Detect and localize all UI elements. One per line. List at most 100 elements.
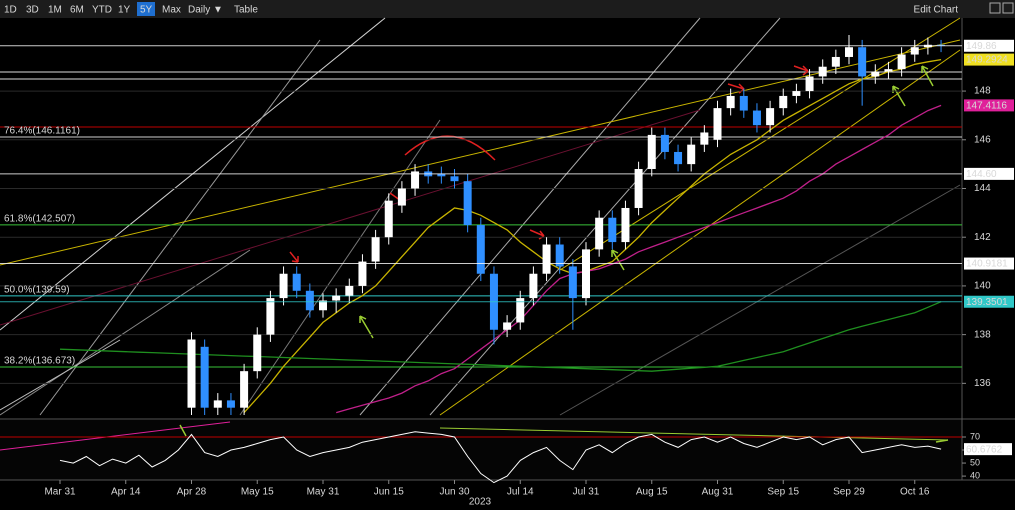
candle-body	[687, 144, 696, 165]
level-box	[964, 167, 1014, 180]
level-label: 139.3501	[966, 297, 1008, 308]
x-tick-label: Mar 31	[44, 487, 76, 498]
candle-body	[700, 132, 709, 145]
selected-button	[137, 2, 155, 16]
candle-body	[805, 76, 814, 92]
candle-body	[253, 334, 262, 372]
candle-body	[503, 322, 512, 330]
y-tick-label: 144	[974, 183, 991, 194]
toolbar-button[interactable]: 1D	[4, 5, 17, 16]
trend-line	[0, 339, 121, 411]
candle-body	[266, 298, 275, 335]
trend-line	[359, 17, 701, 416]
candle-body	[187, 339, 196, 408]
level-label: 147.4116	[966, 101, 1007, 112]
toolbar-button[interactable]: Daily ▼	[188, 5, 223, 16]
candle-body	[555, 244, 564, 267]
candle-body	[226, 400, 235, 408]
toolbar-button[interactable]: 3D	[26, 5, 39, 16]
candle-body	[305, 290, 314, 311]
candle-body	[411, 171, 420, 189]
x-tick-label: Jul 14	[507, 487, 534, 498]
level-label: 149.86	[966, 41, 997, 52]
x-tick-label: Apr 14	[111, 487, 141, 498]
x-tick-label: May 15	[241, 487, 274, 498]
x-tick-label: Apr 28	[177, 487, 207, 498]
rsi-tick-label: 40	[970, 470, 980, 480]
rsi-trend-line	[439, 427, 949, 441]
trend-line	[559, 184, 961, 416]
toolbar-button[interactable]: YTD	[92, 5, 112, 16]
x-tick-label: Sep 29	[833, 487, 865, 498]
candle-body	[450, 176, 459, 182]
level-box	[964, 99, 1014, 112]
red-arrow	[289, 251, 299, 263]
fib-label: 76.4%(146.1161)	[4, 126, 80, 137]
x-tick-label: Oct 16	[900, 487, 930, 498]
trend-line	[0, 109, 701, 326]
rsi-value-label: 60.6762	[966, 444, 1003, 455]
candle-body	[674, 151, 683, 165]
settings-icon[interactable]	[989, 2, 1001, 14]
trend-line	[39, 39, 321, 416]
level-label: 140.9181	[966, 259, 1008, 270]
level-box	[964, 53, 1014, 66]
trend-line	[0, 249, 251, 416]
settings-icon[interactable]	[1002, 2, 1014, 14]
toolbar-button[interactable]: 5Y	[140, 5, 153, 16]
level-box	[964, 295, 1014, 308]
candle-body	[358, 261, 367, 286]
toolbar	[0, 0, 1015, 18]
toolbar-button[interactable]: 1M	[48, 5, 62, 16]
candle-body	[595, 217, 604, 250]
y-tick-label: 136	[974, 378, 991, 389]
edit-chart[interactable]: Edit Chart	[914, 5, 959, 16]
candle-body	[345, 285, 354, 296]
candle-body	[279, 273, 288, 299]
candle-body	[568, 266, 577, 299]
candle-body	[910, 47, 919, 55]
candle-body	[634, 169, 643, 208]
green-arrow	[179, 424, 187, 437]
toolbar-button[interactable]: 6M	[70, 5, 84, 16]
y-tick-label: 140	[974, 281, 991, 292]
candle-body	[319, 300, 327, 311]
candle-body	[792, 91, 801, 96]
candle-body	[240, 371, 249, 408]
trend-line	[429, 17, 781, 416]
candle-body	[516, 298, 525, 323]
arc-annotation	[404, 135, 496, 161]
y-tick-label: 148	[974, 86, 991, 97]
rsi-trend-line	[0, 421, 231, 451]
level-box	[964, 39, 1014, 52]
green-arrow	[892, 85, 906, 107]
rsi-box	[964, 443, 1012, 456]
toolbar-button[interactable]: 1Y	[118, 5, 131, 16]
red-arrow	[793, 65, 809, 76]
candle-body	[463, 181, 472, 226]
fib-label: 61.8%(142.507)	[4, 213, 75, 224]
rsi-line	[59, 431, 942, 484]
candle-body	[621, 207, 630, 243]
toolbar-button[interactable]: Table	[234, 5, 258, 16]
level-label: 144.60	[966, 169, 997, 180]
year-label: 2023	[469, 497, 492, 508]
candle-body	[292, 273, 301, 291]
candle-body	[660, 134, 669, 152]
x-tick-label: May 31	[307, 487, 340, 498]
candle-body	[476, 225, 485, 274]
y-tick-label: 146	[974, 134, 991, 145]
x-tick-label: Aug 15	[636, 487, 668, 498]
rsi-tick-label: 70	[970, 431, 980, 441]
trend-line	[239, 119, 441, 416]
candle-body	[871, 71, 880, 77]
candle-body	[608, 217, 617, 243]
level-box	[964, 257, 1014, 270]
candle-body	[897, 54, 906, 70]
fib-label: 50.0%(139.59)	[4, 285, 70, 296]
toolbar-button[interactable]: Max	[162, 5, 181, 16]
fib-label: 38.2%(136.673)	[4, 356, 75, 367]
candle-body	[739, 95, 748, 111]
candle-body	[200, 346, 209, 408]
candle-body	[884, 69, 893, 72]
